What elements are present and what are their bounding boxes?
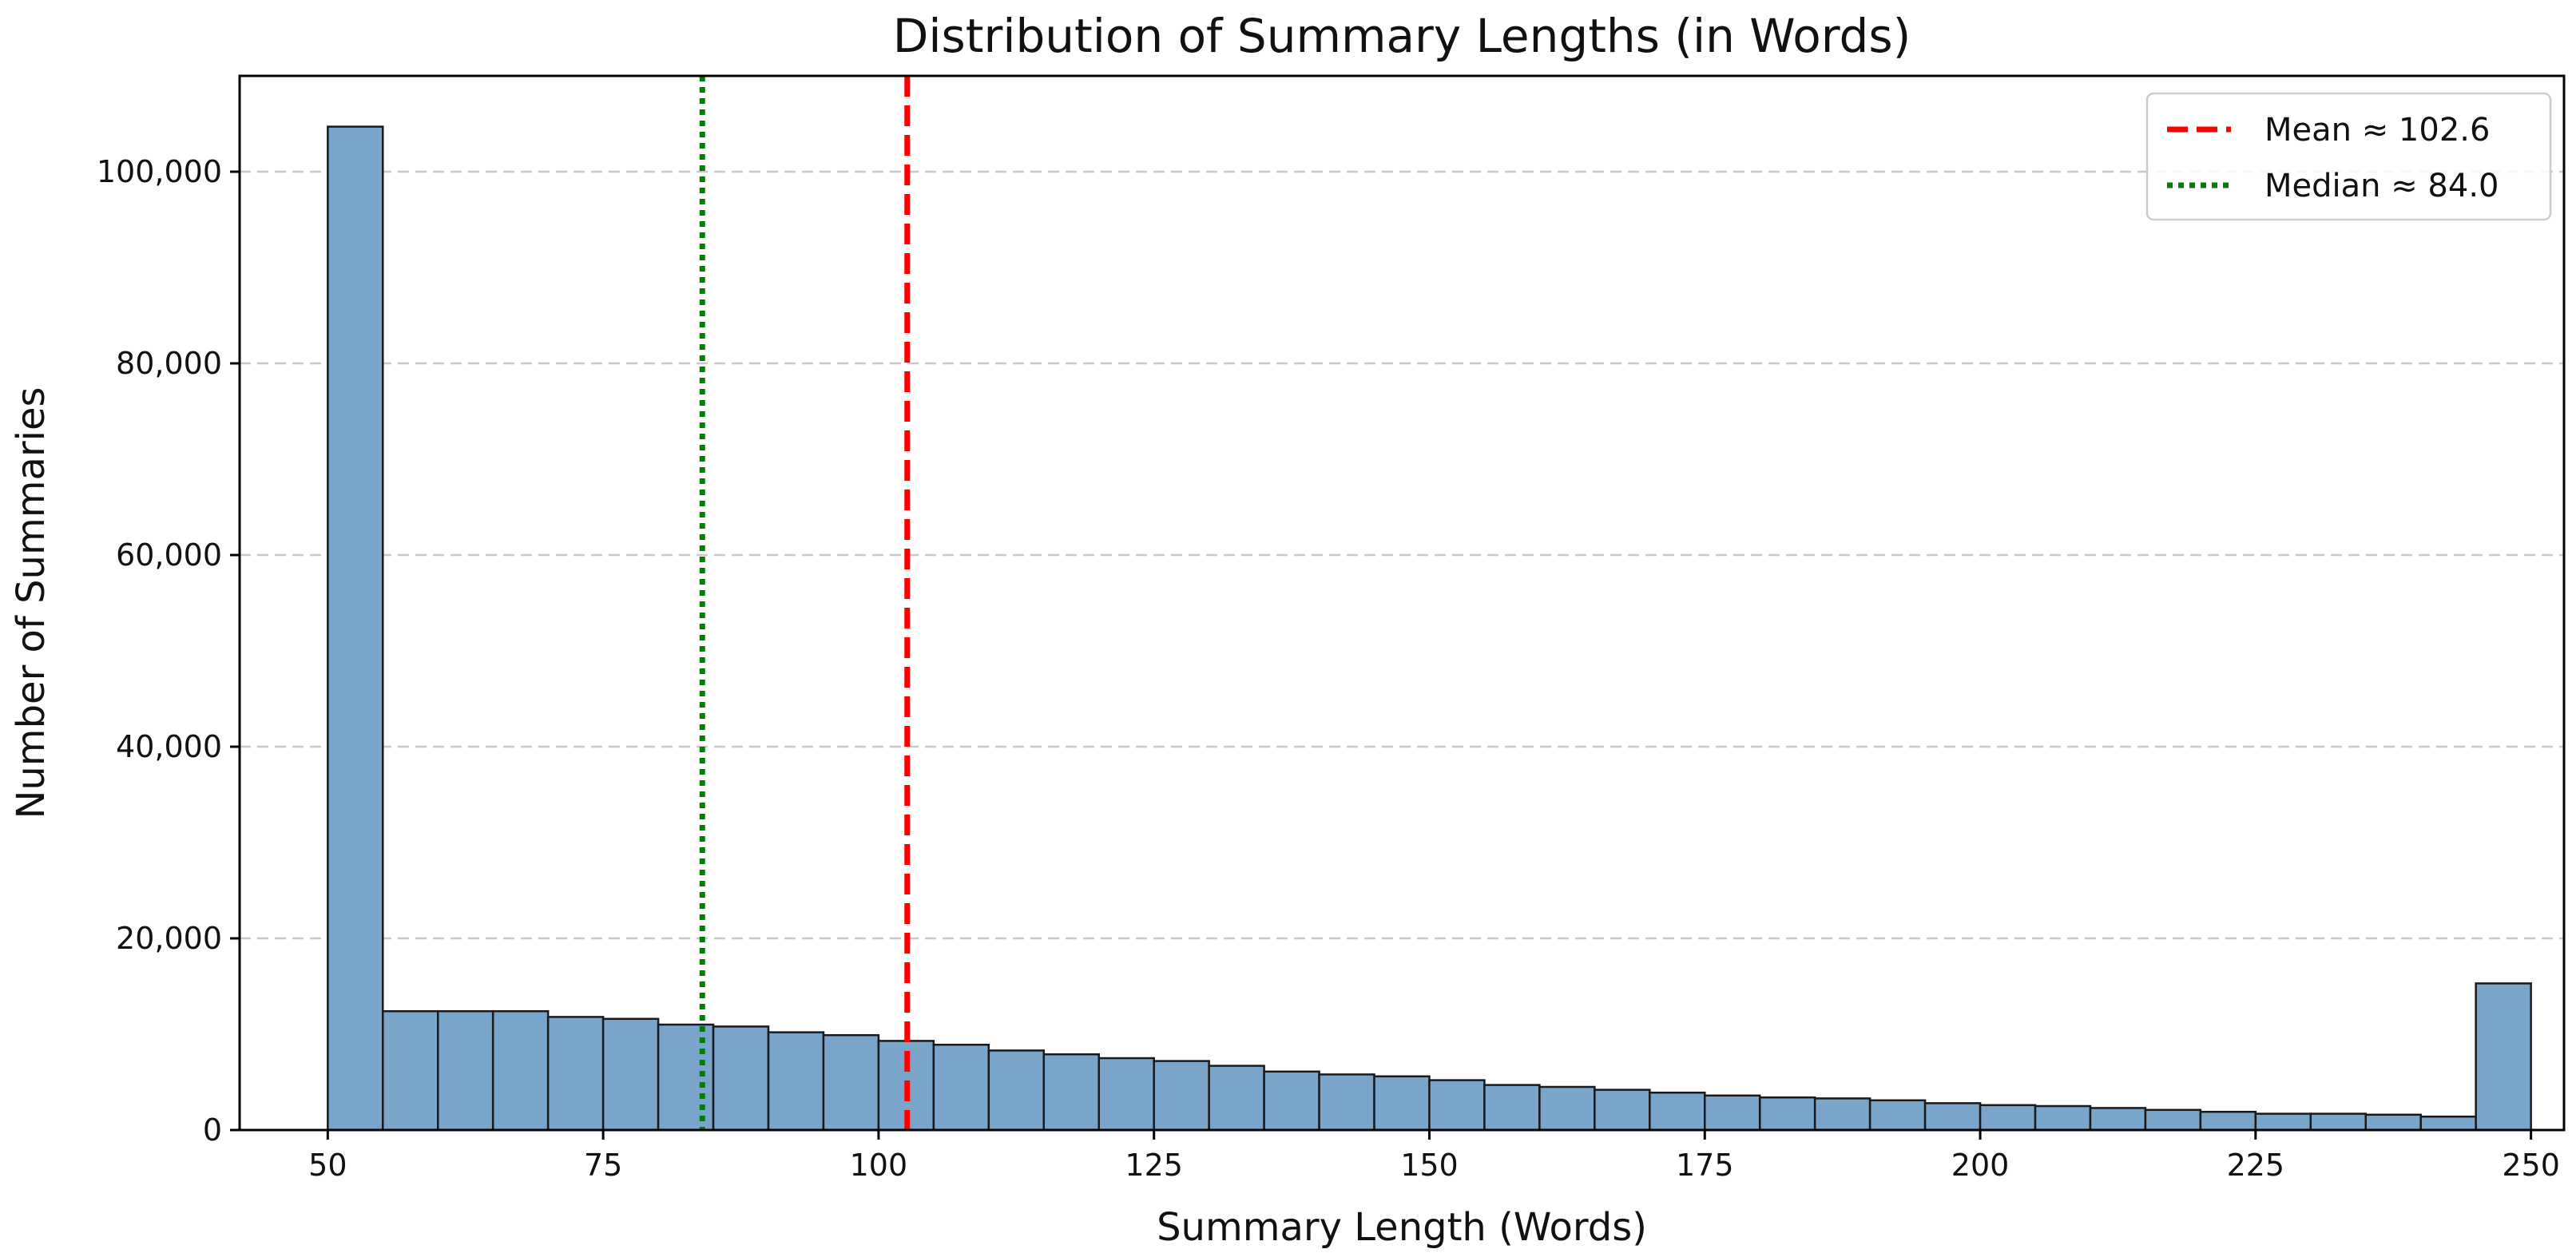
x-tick-label: 250 (2502, 1148, 2560, 1183)
y-axis-ticks: 0 20,000 40,000 60,000 80,000 100,000 (97, 154, 240, 1148)
x-tick-label: 75 (584, 1148, 622, 1183)
x-tick-label: 225 (2227, 1148, 2285, 1183)
histogram-bar (1042, 1053, 1100, 1132)
histogram-bar (1868, 1099, 1927, 1132)
plot-frame (238, 74, 2566, 1132)
chart-title: Distribution of Summary Lengths (in Word… (893, 9, 1911, 63)
x-tick-label: 125 (1125, 1148, 1183, 1183)
histogram-bar (822, 1033, 880, 1132)
x-tick-label: 50 (308, 1148, 347, 1183)
histogram-bar (2144, 1108, 2202, 1132)
reference-lines-layer (699, 76, 911, 1130)
y-tick-label: 20,000 (116, 921, 222, 956)
histogram-bar (1813, 1097, 1871, 1132)
histogram-bar (1649, 1091, 1706, 1132)
histogram-bar (1704, 1094, 1761, 1132)
y-tick-label: 100,000 (97, 154, 222, 189)
histogram-bar (491, 1009, 550, 1132)
grid-layer (240, 170, 2564, 940)
histogram-bar (1428, 1079, 1486, 1132)
histogram-bar (1208, 1065, 1265, 1132)
x-tick-label: 100 (850, 1148, 908, 1183)
histogram-bar (1097, 1057, 1155, 1132)
legend-entry: Median ≈ 84.0 (2264, 168, 2499, 204)
histogram-bar (382, 1009, 439, 1132)
x-tick-label: 200 (1951, 1148, 2010, 1183)
histogram-bar (546, 1016, 605, 1132)
histogram-bar (1979, 1104, 2037, 1132)
x-tick-label: 175 (1676, 1148, 1734, 1183)
histogram-bar (1263, 1070, 1320, 1132)
histogram-bar (932, 1043, 990, 1132)
legend-box (2145, 92, 2552, 221)
histogram-bar (436, 1009, 494, 1132)
legend: Mean ≈ 102.6 Median ≈ 84.0 (2145, 92, 2552, 221)
histogram-bar (1758, 1096, 1816, 1132)
histogram-bar (712, 1025, 770, 1132)
y-tick-label: 60,000 (116, 537, 222, 573)
histogram-bar (2364, 1113, 2422, 1132)
histogram-bar (2089, 1107, 2147, 1132)
histogram-bar (601, 1017, 660, 1132)
histogram-bar (987, 1049, 1046, 1132)
y-tick-label: 80,000 (116, 346, 222, 381)
legend-entry: Mean ≈ 102.6 (2264, 112, 2490, 149)
histogram-bar (1923, 1102, 1982, 1132)
histogram-bar (327, 125, 384, 1132)
histogram-bar (2254, 1112, 2312, 1132)
histogram-bar (767, 1031, 825, 1132)
y-tick-label: 40,000 (116, 729, 222, 764)
y-tick-label: 0 (203, 1112, 222, 1148)
histogram-bar (1594, 1088, 1651, 1132)
histogram-bar (2419, 1115, 2477, 1132)
x-tick-label: 150 (1400, 1148, 1459, 1183)
histogram-bar (1373, 1075, 1431, 1132)
histogram-bar (2034, 1104, 2092, 1132)
x-axis-label: Summary Length (Words) (1157, 1205, 1647, 1250)
histogram-bar (1483, 1084, 1541, 1132)
histogram-bar (1538, 1085, 1596, 1132)
histogram-bar (1318, 1073, 1375, 1132)
histogram-bar (2309, 1112, 2368, 1132)
histogram-bar (2199, 1110, 2257, 1132)
histogram-bar (1153, 1060, 1210, 1132)
y-axis-label: Number of Summaries (9, 387, 54, 819)
histogram-bar (2475, 982, 2532, 1132)
x-axis-ticks: 50 75 100 125 150 175 200 225 250 (308, 1130, 2560, 1183)
